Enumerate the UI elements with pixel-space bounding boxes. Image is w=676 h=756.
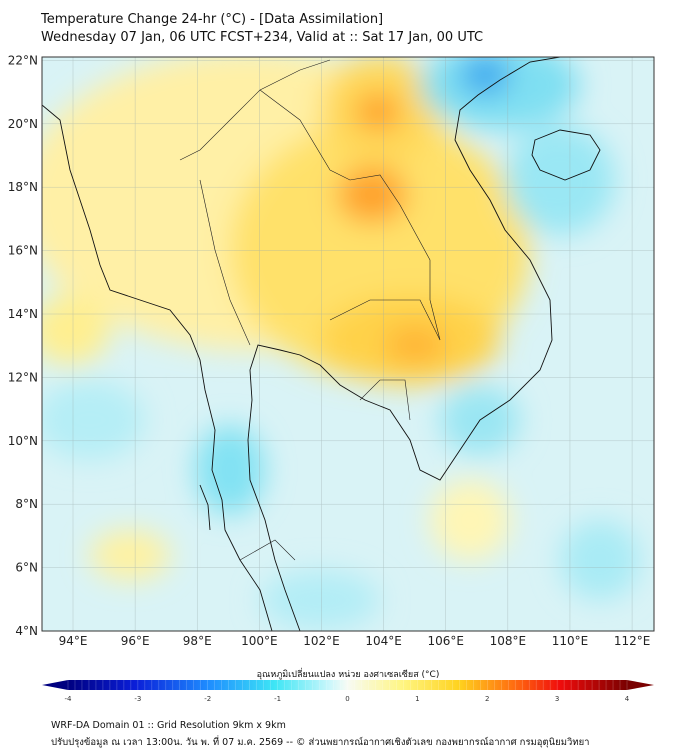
lat-tick-label: 22°N: [8, 53, 38, 67]
lat-tick-label: 18°N: [8, 180, 38, 194]
lat-tick-label: 14°N: [8, 307, 38, 321]
lat-tick-label: 20°N: [8, 117, 38, 131]
lon-tick-label: 106°E: [427, 634, 464, 648]
footer-credits: ปรับปรุงข้อมูล ณ เวลา 13:00น. วัน พ. ที่…: [51, 737, 590, 748]
colorbar-tick-label: -4: [65, 695, 73, 703]
country-borders: [179, 59, 441, 561]
colorbar-tick-label: 1: [415, 695, 419, 703]
colorbar-tick-label: 4: [625, 695, 630, 703]
colorbar-tick-label: -2: [204, 695, 211, 703]
map-frame: [41, 56, 655, 632]
colorbar-max-arrow: [627, 680, 654, 690]
lat-tick-label: 16°N: [8, 244, 38, 258]
lon-tick-label: 108°E: [490, 634, 527, 648]
colorbar-tick-label: -1: [274, 695, 281, 703]
lat-tick-label: 4°N: [15, 624, 38, 638]
footer-model-info: WRF-DA Domain 01 :: Grid Resolution 9km …: [51, 720, 286, 731]
colorbar-gradient: [68, 680, 627, 690]
lat-tick-label: 8°N: [15, 497, 38, 511]
lat-tick-label: 6°N: [15, 561, 38, 575]
map-title: Temperature Change 24-hr (°C) - [Data As…: [41, 12, 384, 27]
colorbar: -4 -3 -2 -1 0 1 2 3 4: [42, 680, 654, 703]
colorbar-label: อุณหภูมิเปลี่ยนแปลง หน่วย องศาเซลเซียส (…: [256, 670, 440, 680]
colorbar-tick-label: 2: [485, 695, 489, 703]
lon-tick-label: 110°E: [552, 634, 589, 648]
colorbar-tick-label: 0: [345, 695, 349, 703]
lon-tick-label: 94°E: [59, 634, 88, 648]
lon-tick-label: 102°E: [303, 634, 340, 648]
graticule: [42, 57, 654, 631]
lat-tick-label: 10°N: [8, 434, 38, 448]
lat-tick-label: 12°N: [8, 370, 38, 384]
coastlines: [42, 57, 601, 631]
colorbar-tick-label: -3: [134, 695, 141, 703]
lon-tick-label: 112°E: [614, 634, 651, 648]
colorbar-min-arrow: [42, 680, 68, 690]
lon-tick-label: 104°E: [365, 634, 402, 648]
map-subtitle: Wednesday 07 Jan, 06 UTC FCST+234, Valid…: [41, 30, 484, 45]
temperature-field: [42, 57, 654, 631]
lon-tick-label: 100°E: [241, 634, 278, 648]
colorbar-tick-label: 3: [555, 695, 559, 703]
lon-tick-label: 96°E: [121, 634, 150, 648]
lon-tick-label: 98°E: [183, 634, 212, 648]
